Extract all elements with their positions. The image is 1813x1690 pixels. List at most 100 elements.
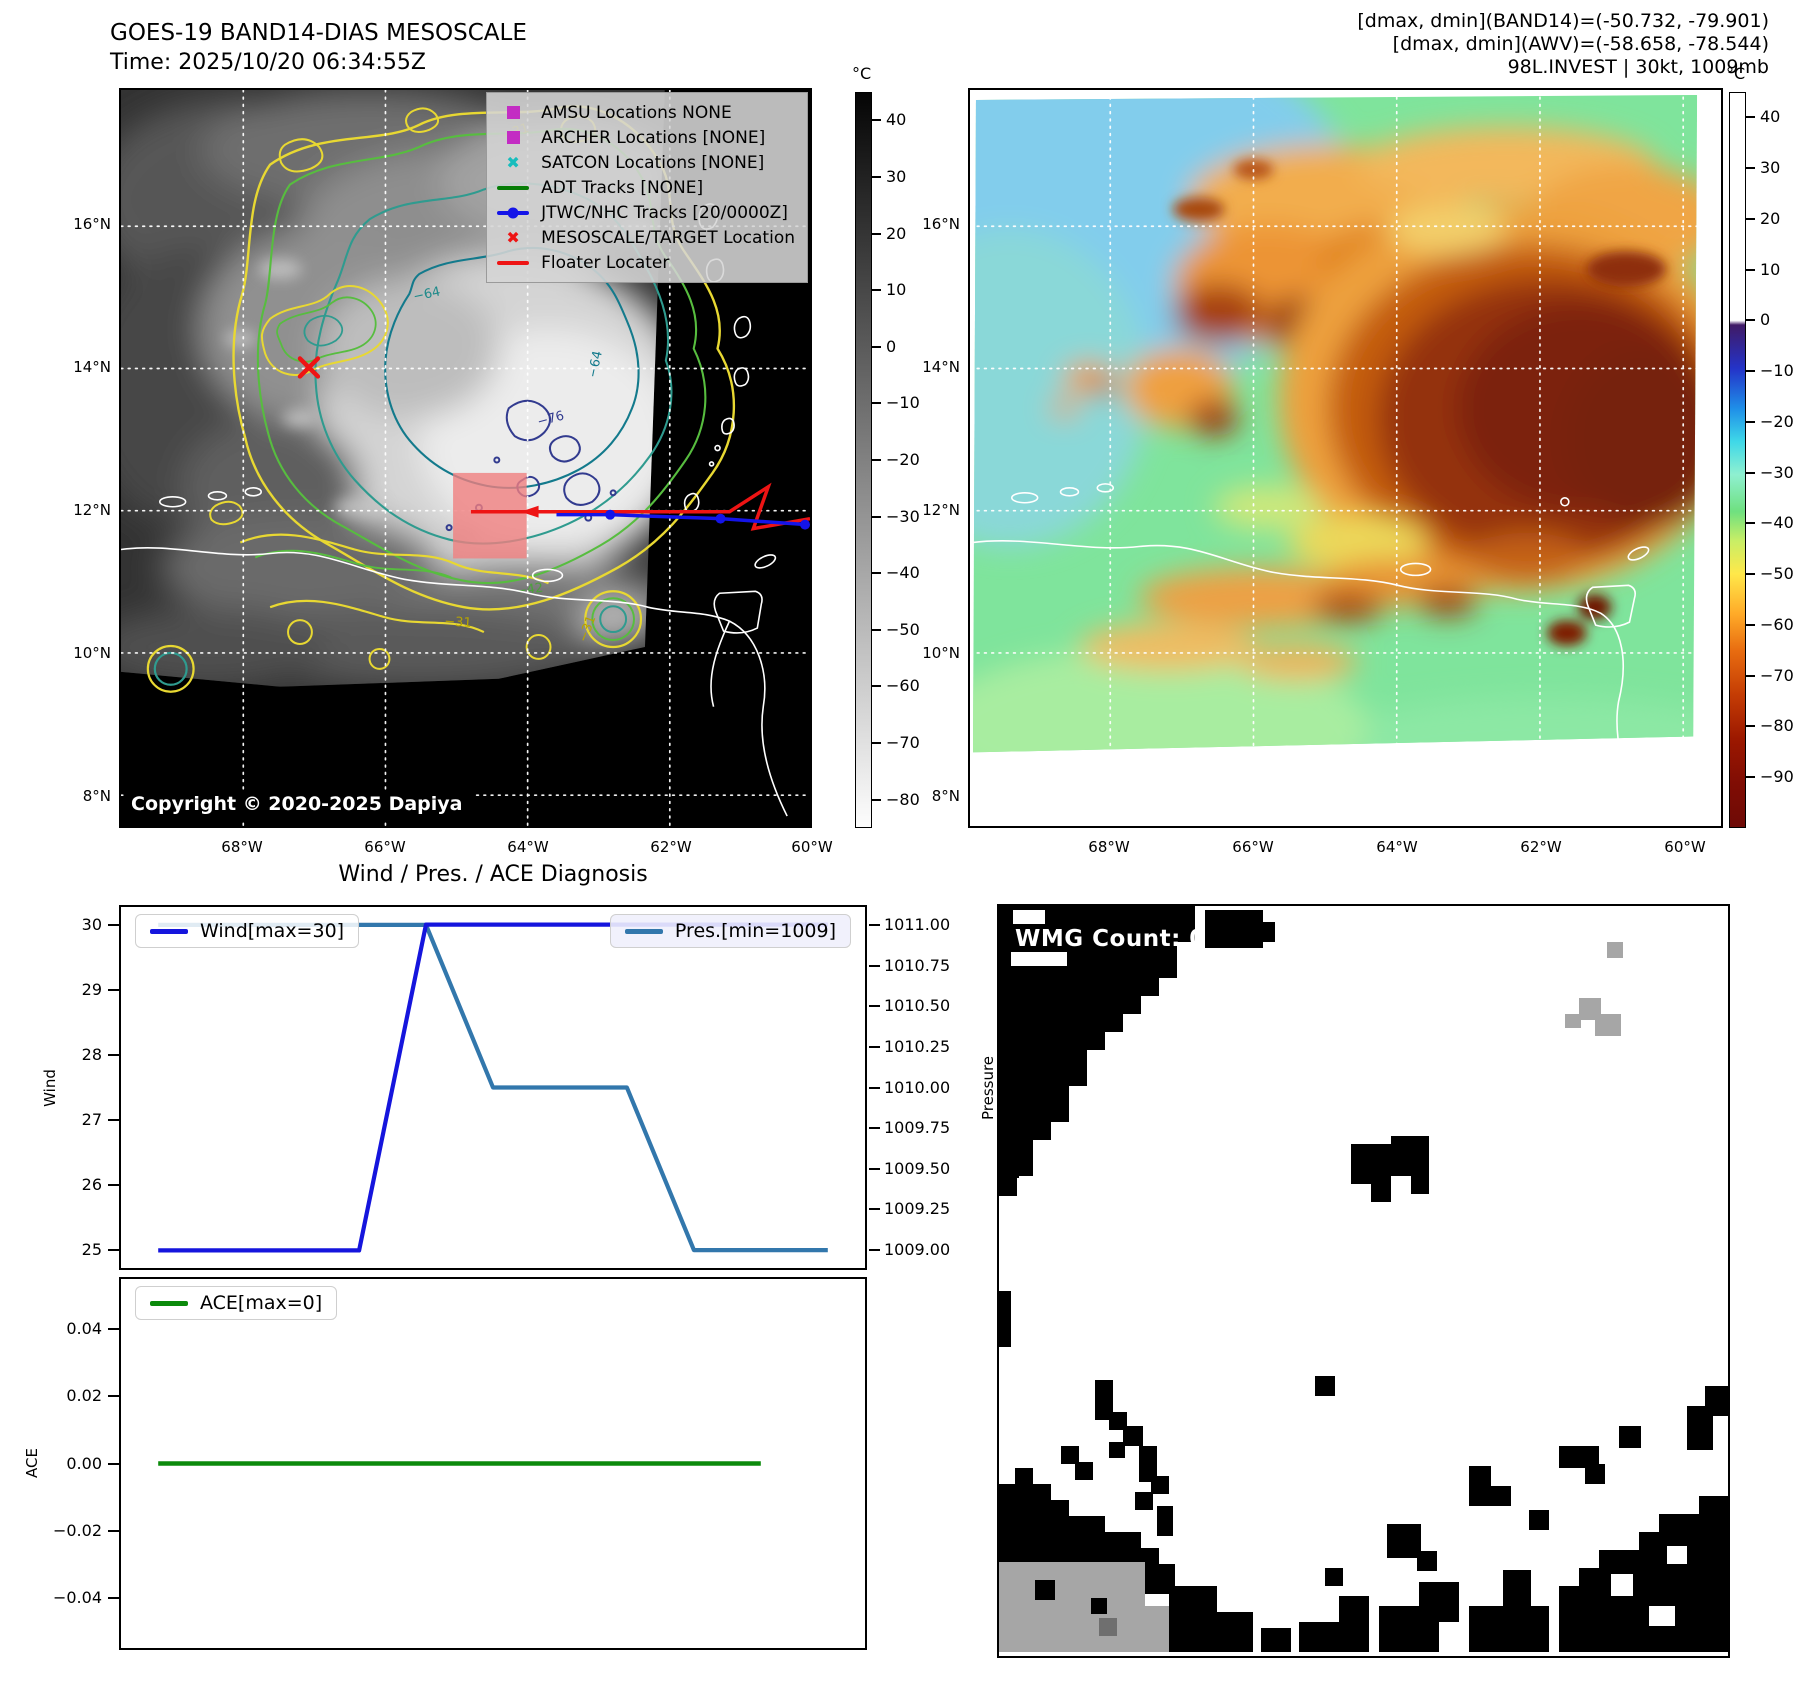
copyright-label: Copyright © 2020-2025 Dapiya [125,790,475,820]
floater-arrowhead-icon [520,505,539,518]
colorbar-tick-label: −70 [1760,665,1794,685]
line-marker-icon [497,260,530,265]
latlon-gridlines [970,90,1721,826]
colorbar-tick-mark [872,572,881,575]
axis-tick-label: 29 [81,979,102,999]
axis-tick-label: 1010.75 [884,955,951,975]
axis-tick-label: 14°N [922,358,960,376]
floater-track-line [470,482,810,531]
colorbar-tick-label: −40 [886,563,920,583]
axis-tick-label: 25 [81,1240,102,1260]
colorbar-tick-label: −50 [1760,564,1794,584]
axis-tick-label: 1011.00 [884,914,951,934]
colorbar-tick-label: 20 [886,223,907,243]
colorbar-tick-mark [1746,573,1755,576]
axis-tick-label: 14°N [73,358,111,376]
cross-marker-icon: ✖ [506,227,520,247]
colorbar-tick-mark [872,175,881,178]
ace-line-marker-icon [150,1300,188,1306]
axis-tick-label: −0.04 [52,1587,102,1607]
axis-tick-mark [108,1184,119,1187]
ace-legend-label: ACE[max=0] [200,1292,323,1314]
wind-line-marker-icon [150,928,188,934]
awv-satellite-map [968,88,1723,828]
awv-satellite-image [970,90,1721,826]
data-series-line [158,922,828,1253]
colorbar-tick-mark [1746,116,1755,119]
axis-tick-label: 26 [81,1175,102,1195]
axis-tick-label: 1010.50 [884,996,951,1016]
colorbar-tick-label: −40 [1760,513,1794,533]
wmg-count-label: WMG Count: 0 [1015,926,1206,952]
legend-item: AMSU Locations NONE [495,100,795,125]
contour-label: −64 [585,349,605,379]
axis-tick-label: 62°W [1520,838,1562,856]
pressure-legend-label: Pres.[min=1009] [674,920,836,942]
colorbar-tick-mark [1746,167,1755,170]
ace-legend: ACE[max=0] [135,1286,338,1320]
axis-tick-label: 1009.00 [884,1240,951,1260]
legend-item: JTWC/NHC Tracks [20/0000Z] [495,200,795,225]
legend-item-label: ADT Tracks [NONE] [541,177,704,198]
colorbar-tick-label: −20 [886,450,920,469]
colorbar-tick-mark [872,515,881,518]
stat-band14-dmax-dmin: [dmax, dmin](BAND14)=(-50.732, -79.901) [1357,10,1769,32]
axis-tick-label: 16°N [73,215,111,233]
axis-tick-mark [108,1395,119,1398]
contour-label: −31 [444,614,472,631]
colorbar-tick-mark [1746,319,1755,322]
axis-tick-label: 1009.75 [884,1118,951,1138]
colorbar-tick-label: −60 [1760,614,1794,634]
axis-tick-label: 1010.25 [884,1036,951,1056]
pressure-legend: Pres.[min=1009] [609,914,851,948]
colorbar-tick-label: −80 [1760,716,1794,736]
axis-tick-mark [108,1119,119,1122]
axis-tick-label: 8°N [82,787,111,805]
axis-tick-label: 28 [81,1044,102,1064]
colorbar-tick-label: −10 [886,393,920,413]
stat-awv-dmax-dmin: [dmax, dmin](AWV)=(-58.658, -78.544) [1392,33,1769,55]
axis-tick-label: 1009.25 [884,1199,951,1219]
diagnosis-title: Wind / Pres. / ACE Diagnosis [338,862,648,887]
wind-legend: Wind[max=30] [135,914,360,948]
colorbar-tick-mark [872,119,881,122]
colorbar-tick-label: −50 [886,619,920,639]
colorbar-tick-mark [1746,370,1755,373]
axis-tick-mark [108,1053,119,1056]
colorbar-tick-label: −60 [886,676,920,696]
axis-tick-mark [869,1005,880,1008]
axis-tick-label: −0.02 [52,1520,102,1540]
coastlines [971,483,1650,807]
axis-tick-mark [108,1462,119,1465]
colorbar-tick-mark [872,402,881,405]
colorbar-tick-mark [1746,674,1755,677]
legend-item-label: MESOSCALE/TARGET Location [541,227,795,248]
colorbar-tick-mark [1746,522,1755,525]
colorbar-tick-label: −30 [1760,462,1794,482]
axis-tick-mark [869,1167,880,1170]
axis-tick-mark [869,1086,880,1089]
legend-item-label: ARCHER Locations [NONE] [541,127,766,148]
colorbar-tick-label: −90 [1760,767,1794,787]
legend-item: ARCHER Locations [NONE] [495,125,795,150]
axis-tick-label: 60°W [791,838,833,856]
line-dot-marker-icon [497,207,530,218]
colorbar-tick-mark [1746,471,1755,474]
wmg-map: WMG Count: 0 [997,904,1730,1658]
square-marker-icon [506,131,520,144]
axis-tick-label: 0.04 [66,1319,102,1339]
axis-tick-label: 12°N [922,501,960,519]
axis-tick-mark [108,1529,119,1532]
colorbar-tick-label: 40 [886,110,907,130]
axis-tick-label: 68°W [1088,838,1130,856]
wmg-pixel-map [999,906,1728,1656]
colorbar-tick-label: −20 [1760,411,1794,431]
wind-axis-label: Wind [41,1069,59,1107]
legend-item: ADT Tracks [NONE] [495,175,795,200]
colorbar-tick-mark [1746,623,1755,626]
colorbar-tick-label: 0 [886,336,897,356]
axis-tick-label: 0.02 [66,1386,102,1406]
wind-pressure-chart: Wind[max=30] Pres.[min=1009] [119,905,867,1270]
colorbar-tick-mark [872,345,881,348]
